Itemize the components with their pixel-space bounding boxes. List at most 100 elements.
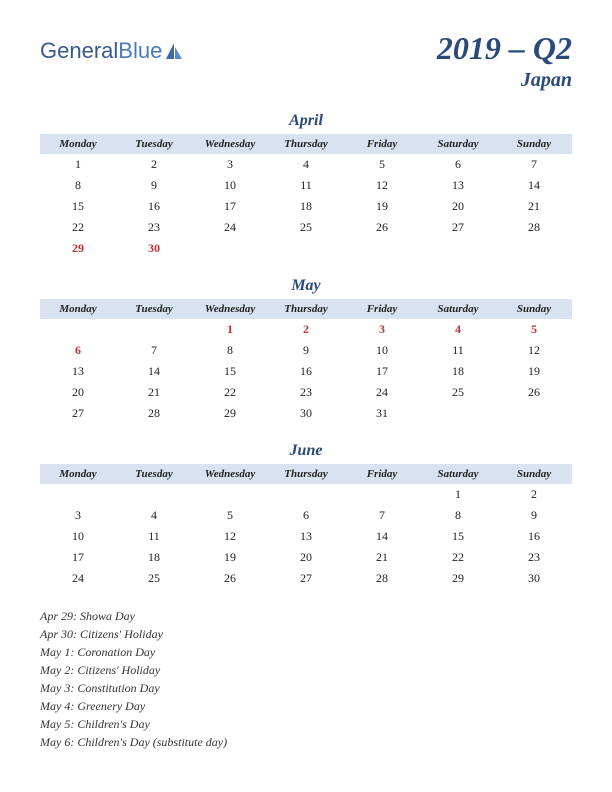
holiday-entry: May 1: Coronation Day [40,643,572,661]
weekday-header: Tuesday [116,464,192,484]
calendar-day [192,484,268,505]
calendar-day: 29 [40,238,116,259]
calendar-day: 3 [40,505,116,526]
weekday-header: Wednesday [192,464,268,484]
calendar-day: 26 [496,382,572,403]
calendar-row: 6789101112 [40,340,572,361]
calendar-day [116,484,192,505]
calendar-day: 29 [192,403,268,424]
calendar-table: MondayTuesdayWednesdayThursdayFridaySatu… [40,134,572,259]
calendar-row: 22232425262728 [40,217,572,238]
calendar-day: 1 [420,484,496,505]
calendar-day: 23 [116,217,192,238]
month-block: April MondayTuesdayWednesdayThursdayFrida… [40,112,572,259]
calendar-day: 6 [40,340,116,361]
calendar-day: 26 [344,217,420,238]
calendar-day: 15 [40,196,116,217]
calendar-day: 31 [344,403,420,424]
weekday-header: Saturday [420,464,496,484]
title-block: 2019 – Q2 Japan [437,30,572,92]
calendar-row: 13141516171819 [40,361,572,382]
calendar-day [192,238,268,259]
calendar-day: 8 [420,505,496,526]
calendar-day [344,238,420,259]
calendar-day: 7 [116,340,192,361]
weekday-header: Sunday [496,464,572,484]
calendar-row: 3456789 [40,505,572,526]
holiday-entry: Apr 30: Citizens' Holiday [40,625,572,643]
weekday-header: Wednesday [192,134,268,154]
calendar-day: 2 [116,154,192,175]
weekday-header: Monday [40,134,116,154]
calendar-day: 4 [268,154,344,175]
logo: GeneralBlue [40,38,184,64]
calendar-day: 3 [344,319,420,340]
weekday-header: Wednesday [192,299,268,319]
month-name: April [40,112,572,130]
calendar-day: 25 [268,217,344,238]
calendar-day: 12 [344,175,420,196]
calendar-day: 9 [116,175,192,196]
calendar-day: 2 [496,484,572,505]
calendar-table: MondayTuesdayWednesdayThursdayFridaySatu… [40,464,572,589]
calendar-day: 20 [268,547,344,568]
calendar-day: 24 [344,382,420,403]
calendar-day: 19 [344,196,420,217]
holidays-list: Apr 29: Showa DayApr 30: Citizens' Holid… [40,607,572,751]
weekday-header: Thursday [268,464,344,484]
calendar-day: 7 [496,154,572,175]
calendar-day: 2 [268,319,344,340]
calendar-day: 6 [268,505,344,526]
calendar-day: 13 [420,175,496,196]
calendar-day: 9 [268,340,344,361]
calendar-day: 22 [40,217,116,238]
calendar-day: 26 [192,568,268,589]
calendar-day: 13 [268,526,344,547]
calendar-day: 18 [420,361,496,382]
calendar-day: 14 [344,526,420,547]
calendar-day: 5 [496,319,572,340]
logo-text-blue: Blue [118,38,162,64]
month-name: May [40,277,572,295]
calendar-day: 22 [192,382,268,403]
calendar-day [420,403,496,424]
calendar-day: 5 [344,154,420,175]
calendar-day: 1 [40,154,116,175]
calendar-day [40,319,116,340]
calendar-day: 4 [420,319,496,340]
calendar-day: 12 [496,340,572,361]
weekday-header: Thursday [268,299,344,319]
calendar-day: 19 [496,361,572,382]
calendar-day: 4 [116,505,192,526]
calendar-day: 5 [192,505,268,526]
calendar-day: 30 [116,238,192,259]
calendars-container: AprilMondayTuesdayWednesdayThursdayFrida… [40,112,572,589]
weekday-header: Friday [344,134,420,154]
calendar-row: 24252627282930 [40,568,572,589]
calendar-day: 11 [116,526,192,547]
month-block: MayMondayTuesdayWednesdayThursdayFridayS… [40,277,572,424]
header: GeneralBlue 2019 – Q2 Japan [40,30,572,92]
calendar-day: 10 [344,340,420,361]
title-main: 2019 – Q2 [437,30,572,67]
calendar-day: 14 [496,175,572,196]
weekday-header: Monday [40,299,116,319]
calendar-day: 27 [268,568,344,589]
calendar-day: 10 [40,526,116,547]
calendar-day: 11 [420,340,496,361]
calendar-day: 6 [420,154,496,175]
calendar-day [268,238,344,259]
weekday-header: Sunday [496,299,572,319]
calendar-day: 21 [344,547,420,568]
calendar-day: 30 [268,403,344,424]
calendar-day: 25 [420,382,496,403]
calendar-day: 18 [116,547,192,568]
calendar-day: 29 [420,568,496,589]
calendar-day: 20 [40,382,116,403]
calendar-day: 15 [420,526,496,547]
weekday-header: Tuesday [116,134,192,154]
title-sub: Japan [437,69,572,92]
calendar-day: 17 [344,361,420,382]
weekday-header: Saturday [420,134,496,154]
calendar-day: 22 [420,547,496,568]
